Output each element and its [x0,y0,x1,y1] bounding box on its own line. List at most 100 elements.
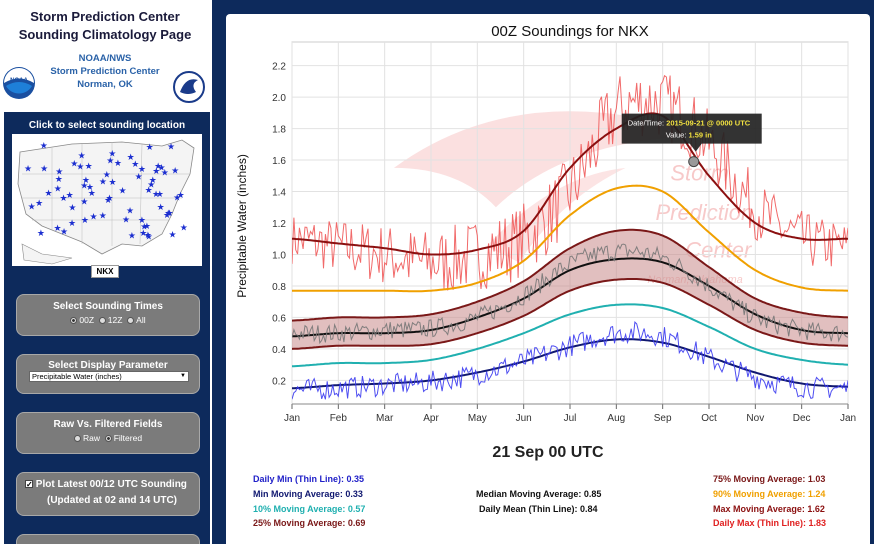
station-star-icon[interactable]: ★ [126,206,134,216]
station-star-icon[interactable]: ★ [86,182,94,192]
station-star-icon[interactable]: ★ [139,228,147,238]
station-star-icon[interactable]: ★ [149,175,157,185]
station-star-icon[interactable]: ★ [82,175,90,185]
radio-filtered[interactable]: Filtered [104,433,142,443]
series-25-moving-average [292,278,848,350]
station-star-icon[interactable]: ★ [28,201,36,211]
series-min-moving-average [292,338,848,390]
station-star-icon[interactable]: ★ [60,227,68,237]
map-title: Click to select sounding location [28,120,186,131]
tooltip-box [621,113,762,152]
station-star-icon[interactable]: ★ [59,193,67,203]
station-star-icon[interactable]: ★ [177,190,185,200]
station-star-icon[interactable]: ★ [154,161,162,171]
station-star-icon[interactable]: ★ [167,142,175,152]
station-star-icon[interactable]: ★ [76,162,84,172]
station-star-icon[interactable]: ★ [55,174,63,184]
y-tick-label: 0.4 [272,345,286,356]
station-star-icon[interactable]: ★ [88,188,96,198]
station-star-icon[interactable]: ★ [114,158,122,168]
station-star-icon[interactable]: ★ [173,192,181,202]
station-star-icon[interactable]: ★ [104,195,112,205]
station-star-icon[interactable]: ★ [118,186,126,196]
station-star-icon[interactable]: ★ [80,181,88,191]
station-star-icon[interactable]: ★ [108,149,116,159]
stat-median: Median Moving Average: 0.85 [476,489,602,499]
station-star-icon[interactable]: ★ [40,140,48,150]
noaa-logo-icon[interactable]: NOAA [2,66,36,100]
station-star-icon[interactable]: ★ [128,231,136,241]
station-star-icon[interactable]: ★ [145,231,153,241]
station-map[interactable]: ★ ★ ★ ★ ★ ★ ★ ★ ★ ★ ★ ★ ★ ★ ★ ★ ★ ★ ★ ★ ★ ★ ★ ★ ★ ★ ★ ★ ★ ★ ★ ★ ★ ★ ★ ★ ★ ★ ★ ★… [12,134,202,266]
station-star-icon[interactable]: ★ [78,150,86,160]
station-star-icon[interactable]: ★ [68,218,76,228]
station-star-icon[interactable]: ★ [144,230,152,240]
station-star-icon[interactable]: ★ [54,184,62,194]
y-tick-label: 0.8 [272,282,286,293]
latest-sounding-checkbox[interactable]: ✓ [25,480,33,489]
parameter-select[interactable]: Precipitable Water (inches) ▼ [29,371,189,382]
stat-daily-min: Daily Min (Thin Line): 0.35 [253,474,365,484]
station-star-icon[interactable]: ★ [106,156,114,166]
us-map-stations[interactable]: ★★★★ ★★★★★★★★★★★★★★★★ ★★★★★★★★★★★★★★★★★★ ★★… [12,134,202,266]
station-star-icon[interactable]: ★ [81,215,89,225]
station-star-icon[interactable]: ★ [103,169,111,179]
station-star-icon[interactable]: ★ [152,166,160,176]
station-star-icon[interactable]: ★ [140,221,148,231]
station-star-icon[interactable]: ★ [180,223,188,233]
station-star-icon[interactable]: ★ [165,208,173,218]
station-star-icon[interactable]: ★ [168,229,176,239]
station-star-icon[interactable]: ★ [70,158,78,168]
radio-all[interactable]: All [127,315,146,325]
station-star-icon[interactable]: ★ [89,212,97,222]
station-star-icon[interactable]: ★ [37,228,45,238]
station-star-icon[interactable]: ★ [131,159,139,169]
station-star-icon[interactable]: ★ [135,171,143,181]
x-tick-label: May [468,413,487,424]
x-tick-label: Mar [376,413,394,424]
more-options-panel[interactable] [16,534,200,544]
station-star-icon[interactable]: ★ [85,161,93,171]
station-star-icon[interactable]: ★ [80,196,88,206]
station-star-icon[interactable]: ★ [163,210,171,220]
station-star-icon[interactable]: ★ [164,208,172,218]
station-star-icon[interactable]: ★ [66,190,74,200]
radio-raw[interactable]: Raw [73,433,100,443]
x-tick-label: Jan [284,413,300,424]
station-star-icon[interactable]: ★ [109,177,117,187]
station-star-icon[interactable]: ★ [156,189,164,199]
station-star-icon[interactable]: ★ [152,189,160,199]
station-star-icon[interactable]: ★ [171,166,179,176]
series-daily-max-thin-line [292,74,848,291]
station-star-icon[interactable]: ★ [138,164,146,174]
stat-p90: 90% Moving Average: 1.24 [713,489,826,499]
station-star-icon[interactable]: ★ [147,179,155,189]
station-star-icon[interactable]: ★ [106,193,114,203]
x-tick-label: Apr [423,413,439,424]
x-tick-label: Jan [840,413,856,424]
station-star-icon[interactable]: ★ [55,166,63,176]
station-star-icon[interactable]: ★ [53,223,61,233]
station-star-icon[interactable]: ★ [35,198,43,208]
station-star-icon[interactable]: ★ [146,142,154,152]
station-star-icon[interactable]: ★ [99,210,107,220]
radio-12z[interactable]: 12Z [98,315,122,325]
interquartile-band [292,229,848,349]
x-tick-label: Jul [564,413,577,424]
station-star-icon[interactable]: ★ [122,215,130,225]
radio-00z[interactable]: 00Z [70,315,94,325]
station-star-icon[interactable]: ★ [145,185,153,195]
station-star-icon[interactable]: ★ [24,163,32,173]
station-star-icon[interactable]: ★ [138,215,146,225]
station-star-icon[interactable]: ★ [157,162,165,172]
station-star-icon[interactable]: ★ [99,176,107,186]
station-star-icon[interactable]: ★ [68,203,76,213]
nws-logo-icon[interactable] [172,70,206,104]
x-tick-label: Nov [746,413,764,424]
station-star-icon[interactable]: ★ [143,221,151,231]
station-star-icon[interactable]: ★ [161,167,169,177]
station-star-icon[interactable]: ★ [44,188,52,198]
station-star-icon[interactable]: ★ [40,163,48,173]
station-star-icon[interactable]: ★ [157,202,165,212]
station-star-icon[interactable]: ★ [127,152,135,162]
